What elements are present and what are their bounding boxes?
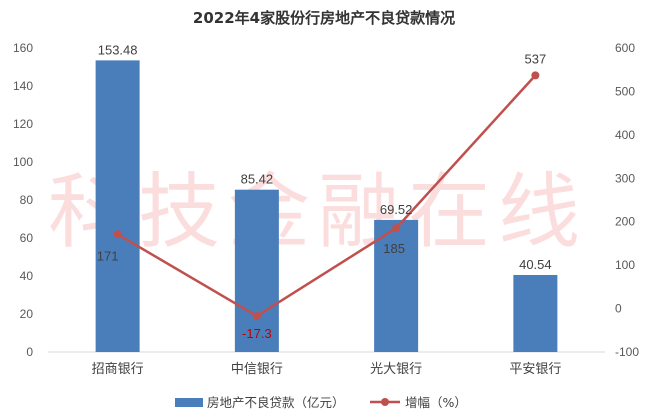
left-tick-label: 100 [13, 155, 33, 169]
line-point [113, 230, 122, 239]
category-label: 招商银行 [92, 362, 144, 377]
left-tick-label: 80 [20, 193, 34, 207]
left-tick-label: 0 [26, 345, 33, 359]
chart-title: 2022年4家股份行房地产不良贷款情况 [193, 9, 455, 27]
line-value-label: 537 [525, 51, 547, 66]
right-tick-label: 300 [615, 171, 635, 185]
line-point [252, 312, 261, 321]
bar-value-label: 153.48 [98, 42, 138, 57]
left-tick-label: 40 [20, 269, 34, 283]
bar-value-label: 85.42 [241, 172, 274, 187]
legend-line-label: 增幅（%） [405, 395, 467, 410]
bar-value-label: 40.54 [519, 257, 552, 272]
bar-series [95, 60, 558, 352]
right-tick-label: 100 [615, 258, 635, 272]
left-tick-label: 60 [20, 231, 34, 245]
data-labels: 153.48 85.42 69.52 40.54 171 -17.3 185 537 [97, 42, 552, 341]
category-label: 光大银行 [370, 362, 422, 377]
right-tick-label: 500 [615, 84, 635, 98]
category-label: 中信银行 [231, 362, 283, 377]
bar [234, 189, 279, 352]
left-tick-label: 20 [20, 307, 34, 321]
line-point [531, 71, 540, 80]
legend-line-marker [381, 398, 389, 406]
right-tick-label: 600 [615, 41, 635, 55]
right-tick-label: 0 [615, 302, 622, 316]
legend-bar-label: 房地产不良贷款（亿元） [207, 395, 345, 410]
legend: 房地产不良贷款（亿元） 增幅（%） [175, 395, 467, 410]
line-value-label: 171 [97, 248, 119, 263]
left-tick-label: 140 [13, 79, 33, 93]
line-value-label: 185 [383, 241, 405, 256]
bar [374, 219, 419, 352]
bar [95, 60, 140, 352]
legend-bar-swatch [175, 398, 203, 407]
left-tick-label: 160 [13, 41, 33, 55]
right-tick-label: 200 [615, 215, 635, 229]
line-point [392, 224, 401, 233]
left-tick-label: 120 [13, 117, 33, 131]
right-tick-label: 400 [615, 128, 635, 142]
axes: 0 20 40 60 80 100 120 140 160 -100 0 100 200 300 400 50… [13, 41, 639, 377]
line-series [113, 71, 540, 321]
bar-value-label: 69.52 [380, 202, 413, 217]
line-value-label: -17.3 [242, 326, 272, 341]
bar [513, 274, 558, 352]
category-label: 平安银行 [509, 362, 561, 377]
line-path [116, 74, 537, 318]
right-tick-label: -100 [615, 345, 639, 359]
